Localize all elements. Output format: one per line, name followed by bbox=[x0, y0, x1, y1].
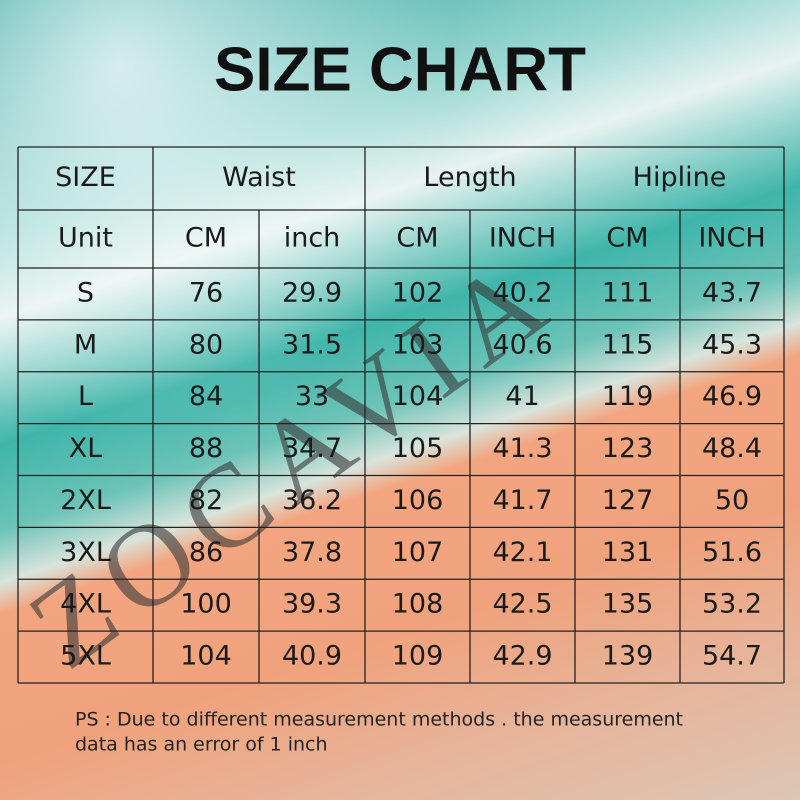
table-cell: 84 bbox=[189, 381, 223, 412]
size-label: 5XL bbox=[60, 641, 111, 672]
table-cell: 40.2 bbox=[492, 277, 552, 308]
table-cell: 104 bbox=[392, 381, 444, 412]
group-header: Waist bbox=[222, 162, 296, 193]
unit-header: Unit bbox=[58, 223, 113, 254]
table-cell: 42.5 bbox=[492, 589, 552, 620]
table-cell: 106 bbox=[392, 485, 444, 516]
size-label: 4XL bbox=[60, 589, 111, 620]
table-cell: 53.2 bbox=[702, 589, 762, 620]
table-cell: 108 bbox=[392, 589, 444, 620]
unit-header: CM bbox=[185, 223, 227, 254]
table-cell: 37.8 bbox=[282, 537, 342, 568]
table-cell: 43.7 bbox=[702, 277, 762, 308]
table-cell: 103 bbox=[392, 329, 444, 360]
unit-header: INCH bbox=[698, 223, 765, 254]
size-label: L bbox=[78, 381, 93, 412]
group-header: SIZE bbox=[55, 162, 116, 193]
table-cell: 41.3 bbox=[492, 433, 552, 464]
table-cell: 33 bbox=[295, 381, 329, 412]
table-cell: 109 bbox=[392, 641, 444, 672]
table-cell: 45.3 bbox=[702, 329, 762, 360]
note-line: PS : Due to different measurement method… bbox=[75, 709, 683, 731]
table-cell: 104 bbox=[180, 641, 232, 672]
group-header: Length bbox=[423, 162, 516, 193]
table-cell: 51.6 bbox=[702, 537, 762, 568]
table-cell: 39.3 bbox=[282, 589, 342, 620]
table-cell: 29.9 bbox=[282, 277, 342, 308]
table-cell: 46.9 bbox=[702, 381, 762, 412]
table-cell: 115 bbox=[602, 329, 654, 360]
table-cell: 40.9 bbox=[282, 641, 342, 672]
table-cell: 82 bbox=[189, 485, 223, 516]
title: SIZE CHART bbox=[214, 35, 586, 104]
table-cell: 41.7 bbox=[492, 485, 552, 516]
table-cell: 102 bbox=[392, 277, 444, 308]
table-cell: 40.6 bbox=[492, 329, 552, 360]
table-cell: 105 bbox=[392, 433, 444, 464]
table-cell: 50 bbox=[715, 485, 749, 516]
size-label: XL bbox=[69, 433, 103, 464]
unit-header: CM bbox=[396, 223, 438, 254]
table-cell: 54.7 bbox=[702, 641, 762, 672]
table-cell: 139 bbox=[602, 641, 654, 672]
table-cell: 119 bbox=[602, 381, 654, 412]
table-cell: 41 bbox=[505, 381, 539, 412]
table-cell: 36.2 bbox=[282, 485, 342, 516]
unit-header: CM bbox=[606, 223, 648, 254]
size-label: 3XL bbox=[60, 537, 111, 568]
note-line: data has an error of 1 inch bbox=[75, 734, 328, 756]
table-cell: 131 bbox=[602, 537, 654, 568]
table-cell: 86 bbox=[189, 537, 223, 568]
size-label: 2XL bbox=[60, 485, 111, 516]
table-cell: 80 bbox=[189, 329, 223, 360]
size-label: S bbox=[77, 277, 94, 308]
group-header: Hipline bbox=[633, 162, 727, 193]
unit-header: INCH bbox=[489, 223, 556, 254]
table-cell: 123 bbox=[602, 433, 654, 464]
table-cell: 31.5 bbox=[282, 329, 342, 360]
table-cell: 107 bbox=[392, 537, 444, 568]
size-label: M bbox=[74, 329, 97, 360]
table-cell: 135 bbox=[602, 589, 654, 620]
table-cell: 111 bbox=[602, 277, 654, 308]
table-cell: 100 bbox=[180, 589, 232, 620]
table-cell: 42.9 bbox=[492, 641, 552, 672]
table-cell: 34.7 bbox=[282, 433, 342, 464]
unit-header: inch bbox=[284, 223, 341, 254]
table-cell: 76 bbox=[189, 277, 223, 308]
table-cell: 127 bbox=[602, 485, 654, 516]
table-cell: 48.4 bbox=[702, 433, 762, 464]
table-cell: 88 bbox=[189, 433, 223, 464]
table-cell: 42.1 bbox=[492, 537, 552, 568]
